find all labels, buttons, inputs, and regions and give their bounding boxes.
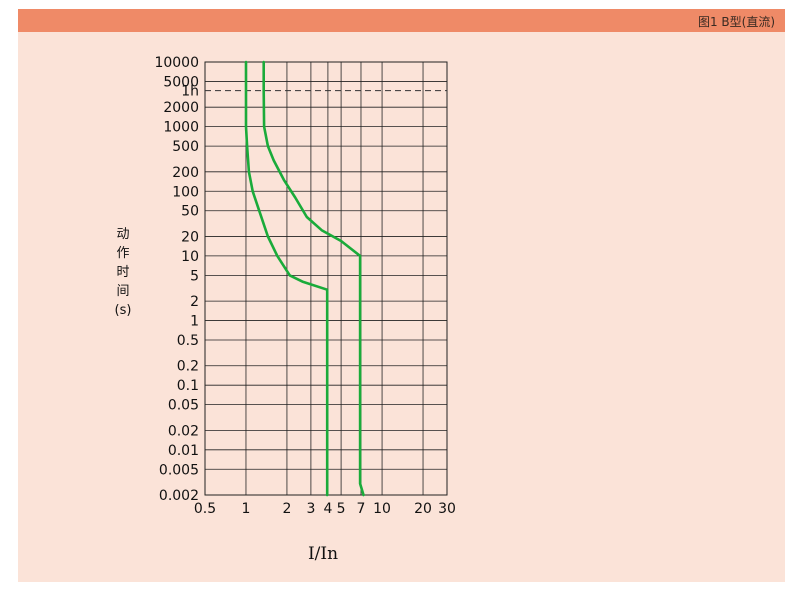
y-tick-label: 5000: [163, 74, 199, 90]
header-bar: 图1 B型(直流): [18, 9, 785, 32]
trip-curve-2: [262, 60, 365, 497]
y-tick-label: 0.2: [177, 359, 199, 375]
y-tick-label: 5: [190, 268, 199, 284]
y-tick-label: 2000: [163, 100, 199, 116]
chart-panel: [18, 32, 785, 582]
y-axis-label-part: 时: [116, 265, 129, 280]
y-tick-label: 1h: [181, 84, 199, 100]
x-tick-label: 2: [282, 501, 291, 517]
y-tick-label: 0.5: [177, 333, 199, 349]
y-tick-label: 500: [172, 139, 199, 155]
y-axis-label-part: 间: [116, 284, 129, 299]
y-tick-label: 0.02: [168, 423, 199, 439]
x-tick-label: 30: [438, 501, 456, 517]
x-tick-label: 10: [373, 501, 391, 517]
y-tick-label: 1: [190, 314, 199, 330]
y-tick-label: 0.005: [159, 462, 199, 478]
y-tick-label: 0.01: [168, 443, 199, 459]
x-tick-label: 7: [357, 501, 366, 517]
x-tick-labels: 0.5 1 2 3 4 5 7 10 20 30: [194, 501, 456, 517]
x-tick-label: 3: [306, 501, 315, 517]
x-tick-label: 5: [337, 501, 346, 517]
y-tick-label: 0.1: [177, 378, 199, 394]
curves: [244, 60, 365, 497]
y-tick-label: 20: [181, 229, 199, 245]
y-tick-label: 200: [172, 165, 199, 181]
grid: [204, 61, 448, 496]
y-tick-label: 10000: [154, 55, 199, 71]
x-tick-label: 1: [242, 501, 251, 517]
y-tick-label: 2: [190, 294, 199, 310]
y-tick-label: 0.002: [159, 488, 199, 504]
x-tick-label: 4: [323, 501, 332, 517]
x-axis-label: I/In: [308, 544, 338, 564]
y-tick-label: 0.05: [168, 398, 199, 414]
trip-curve-1: [244, 60, 329, 497]
y-axis-label-part: 作: [116, 246, 129, 261]
y-tick-label: 50: [181, 204, 199, 220]
y-tick-label: 1000: [163, 120, 199, 136]
y-tick-label: 100: [172, 184, 199, 200]
figure-title: 图1 B型(直流): [697, 15, 775, 29]
y-tick-label: 10: [181, 249, 199, 265]
x-tick-label: 20: [414, 501, 432, 517]
y-axis-label-part: 动: [116, 227, 129, 242]
x-tick-label: 0.5: [194, 501, 216, 517]
y-axis-label-part: (s): [115, 303, 132, 318]
